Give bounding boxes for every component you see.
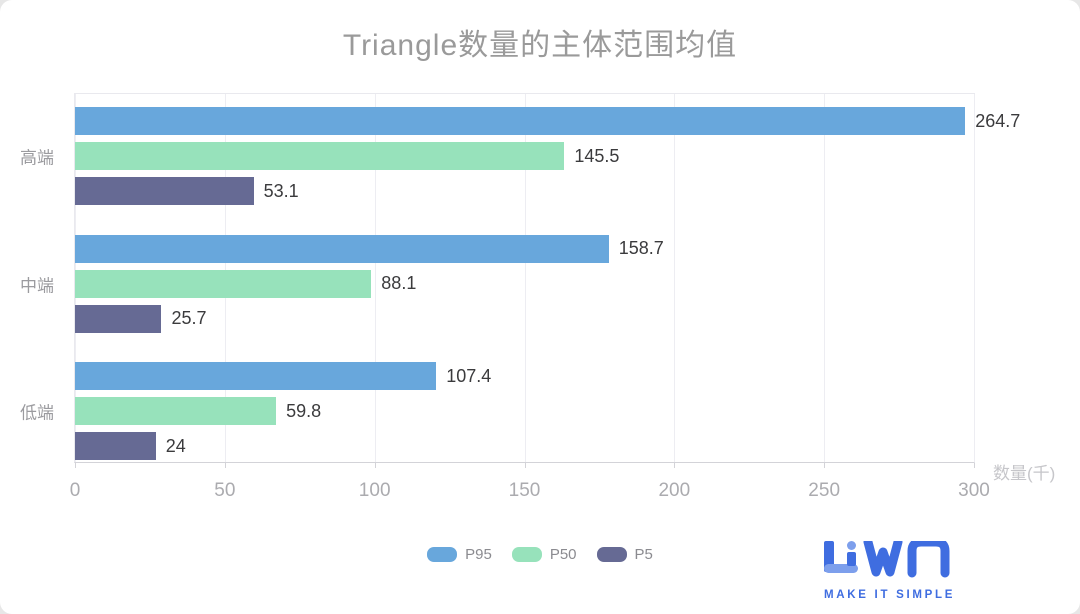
value-label: 53.1 — [263, 180, 299, 201]
legend: P95 P50 P5 — [0, 546, 1080, 563]
x-tick-label: 200 — [658, 480, 691, 501]
category-label-1: 中端 — [20, 276, 54, 295]
bar-p50-0 — [75, 142, 565, 170]
liwa-logo-icon — [824, 537, 950, 578]
chart-title: Triangle数量的主体范围均值 — [342, 29, 738, 62]
gridline — [674, 94, 676, 462]
legend-swatch-p95 — [427, 547, 458, 562]
bar-row: 264.7 — [75, 107, 1080, 135]
value-label: 25.7 — [171, 308, 207, 328]
x-tick-mark — [824, 463, 826, 468]
legend-item-p95[interactable]: P95 — [427, 546, 492, 563]
legend-label: P50 — [549, 546, 577, 563]
x-tick-mark — [224, 463, 226, 468]
x-tick-mark — [374, 463, 376, 468]
category-label-2: 低端 — [20, 403, 54, 423]
plot-area: 264.7 145.5 53.1 158.7 88.1 25.7 107.4 59.8 24 — [74, 93, 1020, 463]
gridline — [374, 94, 376, 462]
x-tick-label: 0 — [69, 480, 81, 501]
x-tick-mark — [974, 463, 975, 468]
bar-p5-0 — [75, 177, 254, 205]
bar-p50-2 — [75, 397, 277, 425]
value-label: 264.7 — [975, 110, 1021, 131]
x-tick-label: 250 — [808, 480, 841, 501]
value-label: 158.7 — [618, 238, 664, 258]
bar-row: 107.4 — [75, 362, 1080, 390]
x-tick-label: 150 — [508, 480, 541, 501]
x-tick-label: 300 — [958, 480, 990, 501]
bar-p95-1 — [75, 234, 609, 263]
bar-row: 88.1 — [75, 269, 1080, 298]
category-label-0: 高端 — [20, 148, 54, 168]
value-label: 59.8 — [286, 400, 322, 421]
brand-logo: MAKE IT SIMPLE — [820, 537, 976, 601]
legend-item-p50[interactable]: P50 — [511, 546, 577, 563]
bar-row: 24 — [75, 432, 1080, 460]
legend-item-p5[interactable]: P5 — [596, 546, 653, 563]
brand-tagline: MAKE IT SIMPLE — [824, 589, 956, 601]
bar-row: 145.5 — [75, 142, 1080, 170]
x-axis-title: 数量(千) — [993, 464, 1056, 483]
bar-p5-1 — [75, 304, 162, 333]
gridline — [524, 94, 526, 462]
x-tick-label: 100 — [358, 480, 391, 501]
bar-p50-1 — [75, 269, 372, 298]
legend-swatch-p50 — [511, 547, 542, 562]
value-label: 24 — [165, 435, 186, 456]
category-axis: 高端 中端 低端 — [0, 93, 64, 463]
bar-row: 25.7 — [75, 304, 1080, 333]
legend-label: P95 — [465, 546, 492, 563]
value-label: 88.1 — [381, 273, 417, 293]
bar-row: 53.1 — [75, 177, 1080, 205]
legend-label: P5 — [634, 546, 653, 563]
x-tick-mark — [674, 463, 676, 468]
gridline — [974, 94, 975, 462]
x-tick-mark — [75, 463, 76, 468]
gridline — [824, 94, 826, 462]
legend-swatch-p5 — [596, 547, 627, 562]
bar-p95-0 — [75, 107, 966, 135]
bar-p5-2 — [75, 432, 156, 460]
bar-row: 59.8 — [75, 397, 1080, 425]
value-label: 107.4 — [446, 365, 492, 386]
x-tick-label: 50 — [214, 480, 236, 501]
bar-row: 158.7 — [75, 234, 1080, 263]
value-label: 145.5 — [574, 145, 620, 166]
x-tick-mark — [524, 463, 526, 468]
bar-p95-2 — [75, 362, 437, 390]
